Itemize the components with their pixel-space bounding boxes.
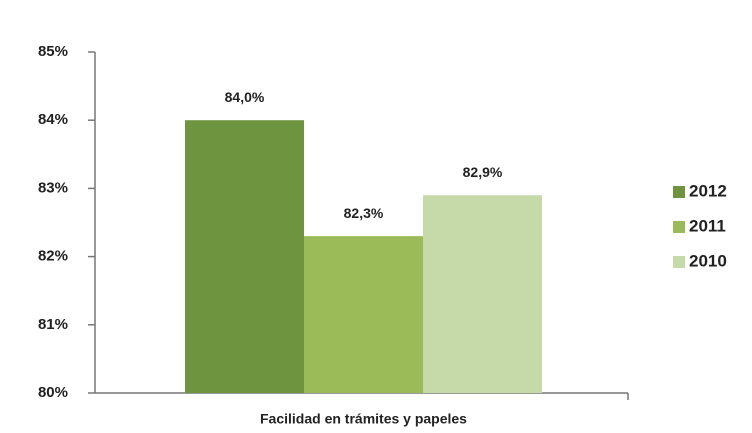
y-tick-label: 84% bbox=[38, 111, 68, 128]
value-label: 82,3% bbox=[344, 205, 384, 221]
y-tick-label: 81% bbox=[38, 316, 68, 333]
value-label: 82,9% bbox=[463, 164, 503, 180]
y-tick-label: 80% bbox=[38, 384, 68, 401]
legend-swatch bbox=[673, 256, 685, 268]
value-label: 84,0% bbox=[225, 89, 265, 105]
y-tick-label: 83% bbox=[38, 179, 68, 196]
y-tick-label: 82% bbox=[38, 248, 68, 265]
x-tick-label: Facilidad en trámites y papeles bbox=[260, 411, 467, 427]
legend-label: 2010 bbox=[689, 251, 727, 270]
y-tick-label: 85% bbox=[38, 43, 68, 60]
legend-label: 2012 bbox=[689, 181, 727, 200]
legend-swatch bbox=[673, 186, 685, 198]
bar bbox=[423, 195, 542, 393]
bar bbox=[185, 120, 304, 393]
bar bbox=[304, 236, 423, 393]
legend-label: 2011 bbox=[689, 216, 726, 235]
legend-swatch bbox=[673, 221, 685, 233]
